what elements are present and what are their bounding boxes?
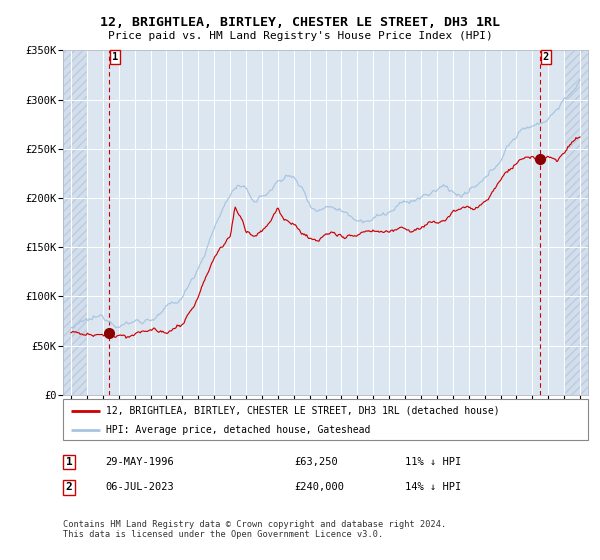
- Text: 2: 2: [65, 482, 73, 492]
- Text: 11% ↓ HPI: 11% ↓ HPI: [405, 457, 461, 467]
- FancyBboxPatch shape: [63, 399, 588, 440]
- Text: 1: 1: [65, 457, 73, 467]
- Text: Price paid vs. HM Land Registry's House Price Index (HPI): Price paid vs. HM Land Registry's House …: [107, 31, 493, 41]
- Text: £63,250: £63,250: [294, 457, 338, 467]
- Text: 14% ↓ HPI: 14% ↓ HPI: [405, 482, 461, 492]
- Text: £240,000: £240,000: [294, 482, 344, 492]
- Text: 12, BRIGHTLEA, BIRTLEY, CHESTER LE STREET, DH3 1RL: 12, BRIGHTLEA, BIRTLEY, CHESTER LE STREE…: [100, 16, 500, 29]
- Bar: [63, 50, 87, 395]
- Text: 06-JUL-2023: 06-JUL-2023: [105, 482, 174, 492]
- Bar: [564, 50, 588, 395]
- Text: 12, BRIGHTLEA, BIRTLEY, CHESTER LE STREET, DH3 1RL (detached house): 12, BRIGHTLEA, BIRTLEY, CHESTER LE STREE…: [106, 405, 500, 416]
- Text: 2: 2: [543, 53, 549, 62]
- Text: 1: 1: [112, 53, 118, 62]
- Text: Contains HM Land Registry data © Crown copyright and database right 2024.
This d: Contains HM Land Registry data © Crown c…: [63, 520, 446, 539]
- Text: HPI: Average price, detached house, Gateshead: HPI: Average price, detached house, Gate…: [106, 424, 370, 435]
- Text: 29-MAY-1996: 29-MAY-1996: [105, 457, 174, 467]
